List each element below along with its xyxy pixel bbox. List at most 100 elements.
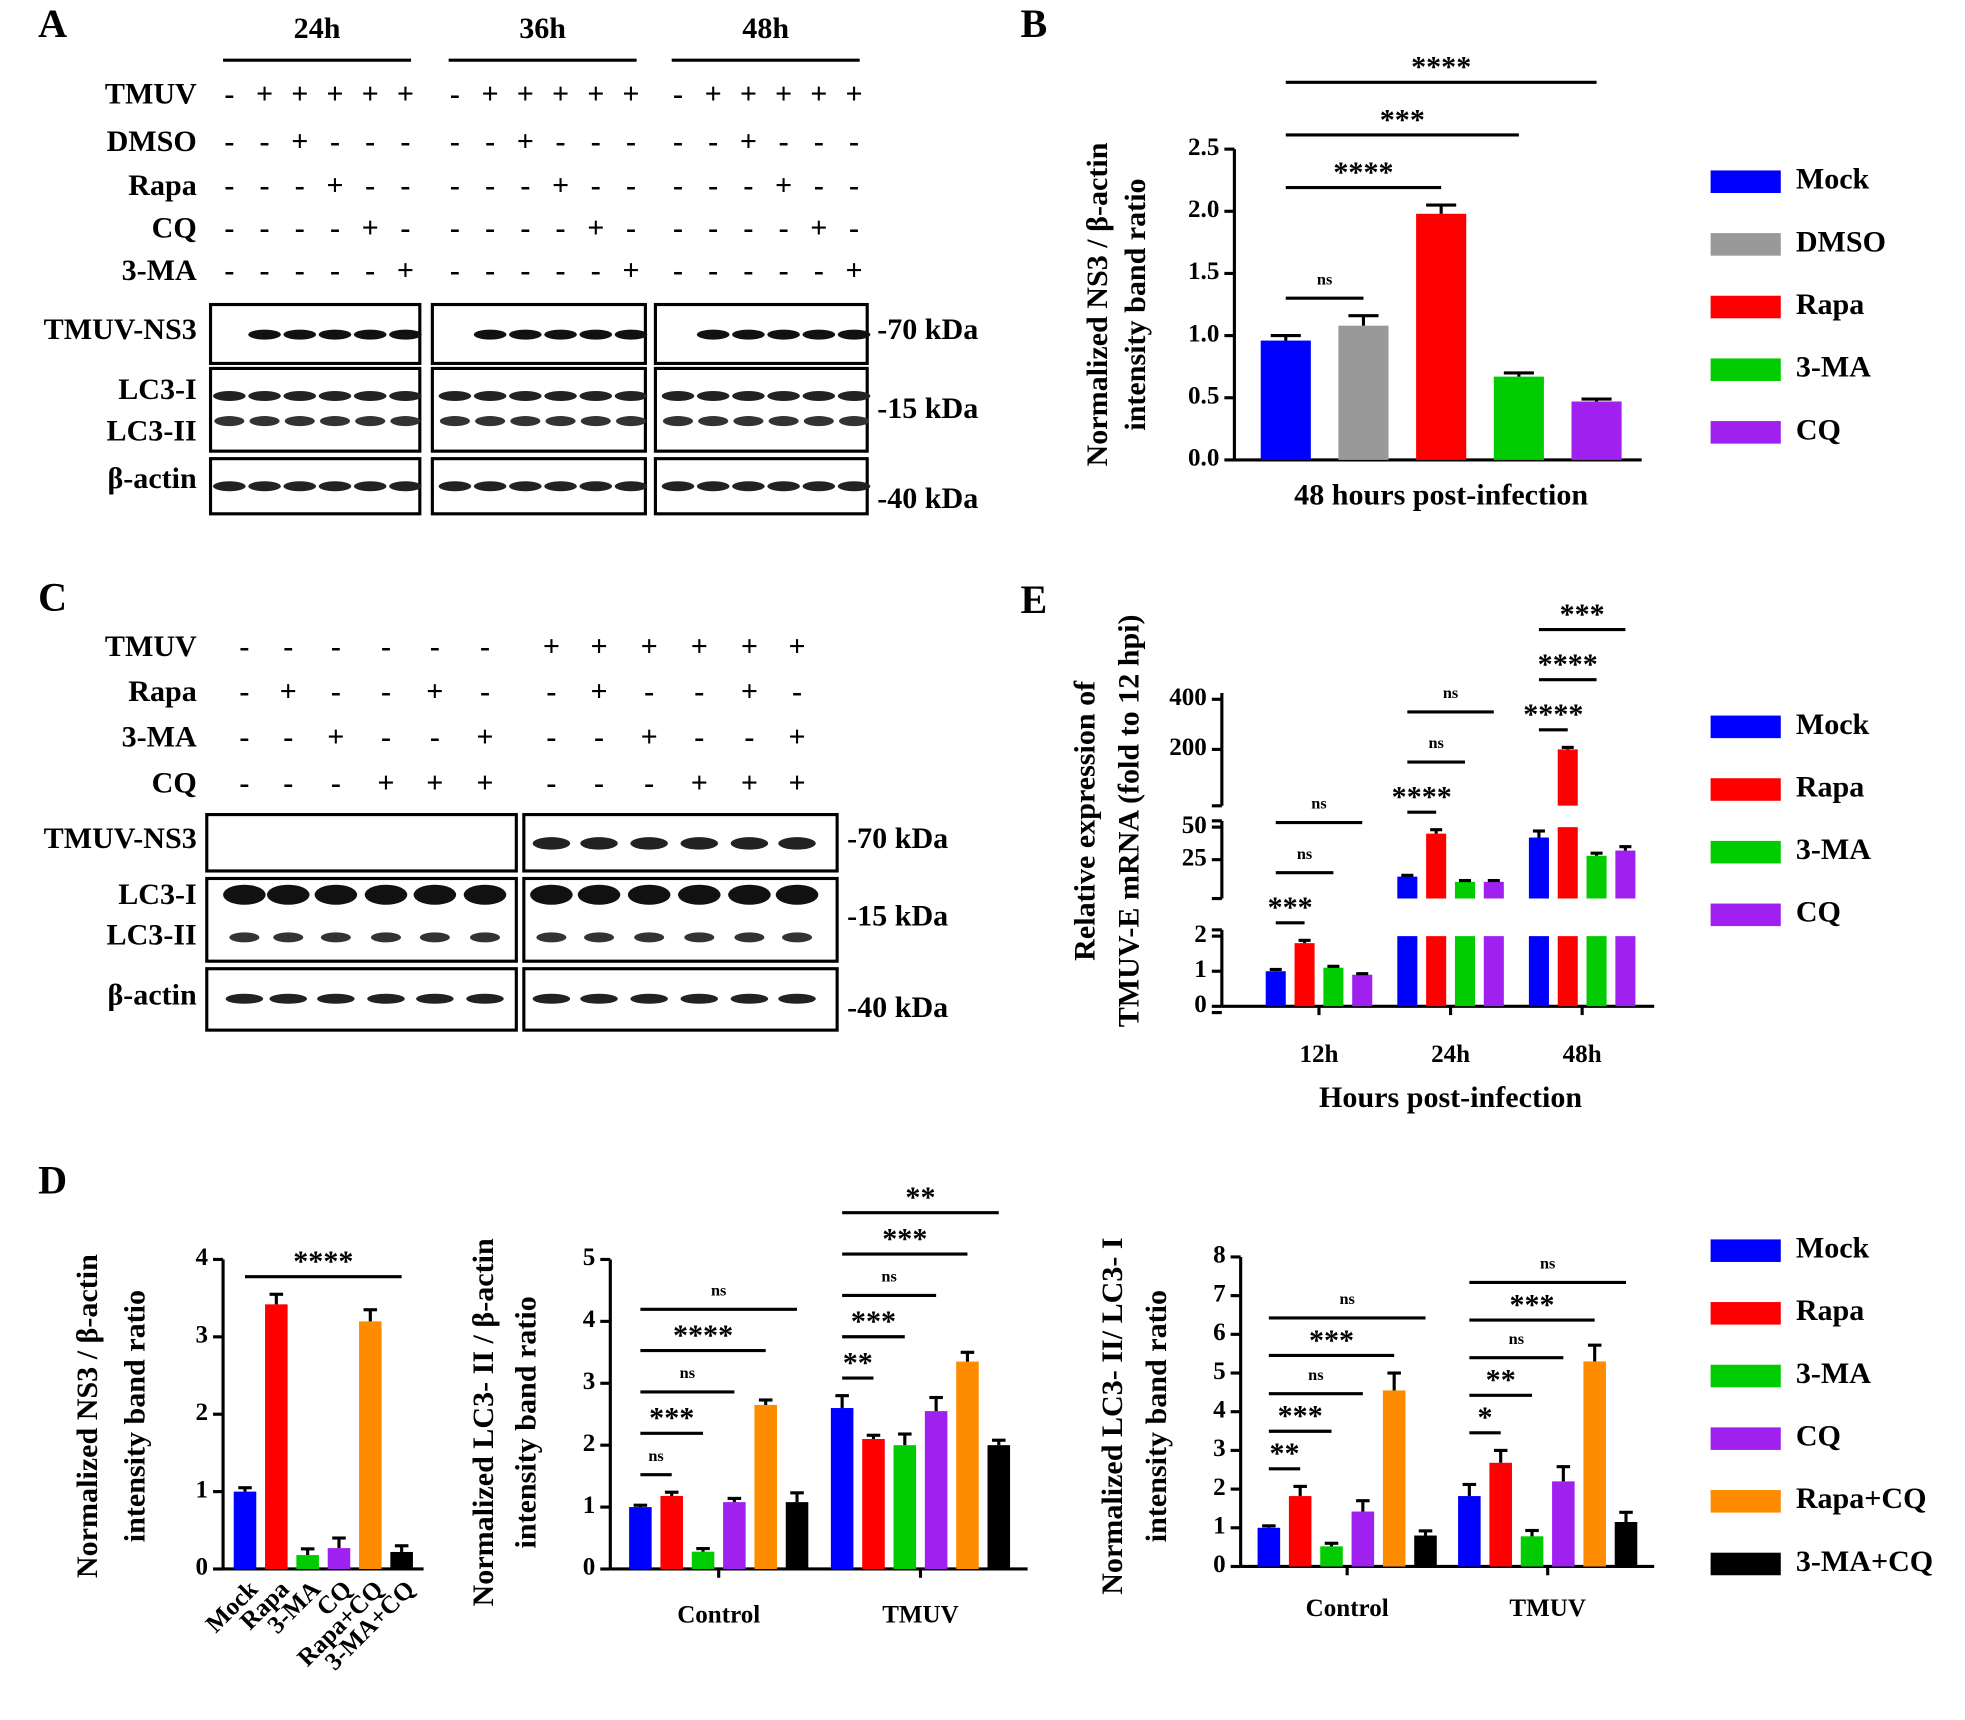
sign: - xyxy=(400,124,410,158)
legend-label: 3-MA xyxy=(1796,350,1871,384)
significance-label: ns xyxy=(680,1363,695,1382)
bar xyxy=(691,1551,715,1569)
y-tick-label: 0 xyxy=(1213,1551,1226,1578)
bar xyxy=(1552,1481,1575,1567)
sign: + xyxy=(552,168,569,202)
sign: - xyxy=(708,210,718,244)
band xyxy=(317,993,355,1004)
band xyxy=(438,390,472,402)
timepoint-label: 48h xyxy=(742,11,789,45)
legend-swatch xyxy=(1710,1427,1781,1450)
sign: - xyxy=(849,124,859,158)
sign: + xyxy=(397,253,414,287)
legend-swatch xyxy=(1710,1490,1781,1513)
y-axis-label: intensity band ratio xyxy=(1118,178,1152,430)
band xyxy=(248,481,281,492)
sign: - xyxy=(381,629,391,663)
sign: + xyxy=(426,674,443,708)
band xyxy=(627,884,671,905)
legend-swatch xyxy=(1710,1552,1781,1576)
band xyxy=(698,416,729,427)
sign: - xyxy=(330,124,340,158)
band xyxy=(536,932,567,943)
sign: - xyxy=(295,210,305,244)
band xyxy=(439,416,470,427)
legend-label: CQ xyxy=(1796,412,1841,446)
sign: - xyxy=(708,253,718,287)
band xyxy=(634,932,665,943)
significance-label: **** xyxy=(1392,780,1452,814)
sign: + xyxy=(517,124,534,158)
band-label: LC3-I xyxy=(118,877,197,911)
sign: - xyxy=(814,124,824,158)
size-label: -40 kDa xyxy=(877,481,978,515)
y-tick-label: 8 xyxy=(1213,1242,1226,1269)
sign: - xyxy=(283,629,293,663)
band xyxy=(615,416,647,427)
band xyxy=(473,329,507,340)
legend-label: Rapa xyxy=(1796,769,1865,803)
band xyxy=(577,884,621,905)
significance-label: ns xyxy=(1443,683,1458,702)
band xyxy=(734,932,765,943)
band xyxy=(283,390,317,402)
y-axis-label: intensity band ratio xyxy=(509,1296,543,1548)
y-tick-label: 2 xyxy=(583,1430,596,1457)
band xyxy=(662,416,694,427)
sign: - xyxy=(450,124,460,158)
sign: + xyxy=(622,253,639,287)
band xyxy=(684,932,715,943)
band xyxy=(732,390,765,402)
legend-label: Mock xyxy=(1796,1231,1870,1265)
bar xyxy=(390,1551,413,1569)
sign: - xyxy=(626,210,636,244)
legend-label: 3-MA xyxy=(1796,832,1871,866)
significance-label: *** xyxy=(882,1221,927,1255)
sign: - xyxy=(591,253,601,287)
sign: + xyxy=(552,76,569,110)
band-label: β-actin xyxy=(107,977,197,1011)
sign: - xyxy=(331,629,341,663)
bar xyxy=(1614,1521,1638,1567)
treatment-label: 3-MA xyxy=(122,719,197,753)
sign: - xyxy=(673,168,683,202)
significance-label: ** xyxy=(1269,1436,1299,1470)
significance-label: ns xyxy=(1297,844,1312,863)
band xyxy=(314,884,358,905)
y-axis-label: Relative expression of xyxy=(1068,680,1102,961)
timepoint-label: 24h xyxy=(294,11,341,45)
band xyxy=(532,993,571,1004)
band xyxy=(837,481,871,492)
sign: + xyxy=(377,766,394,800)
band xyxy=(319,416,351,427)
y-axis-label: Normalized LC3- II/ LC3- I xyxy=(1095,1237,1129,1594)
band xyxy=(273,932,304,943)
band-label: LC3-II xyxy=(107,917,197,951)
bar xyxy=(1426,833,1447,899)
band-label: TMUV-NS3 xyxy=(44,821,197,855)
sign: - xyxy=(400,210,410,244)
bar xyxy=(924,1411,948,1569)
band xyxy=(320,932,351,943)
sign: - xyxy=(814,168,824,202)
y-tick-label: 0 xyxy=(195,1554,208,1581)
bar xyxy=(1454,881,1476,899)
sign: - xyxy=(626,168,636,202)
legend-swatch xyxy=(1710,233,1781,256)
sign: - xyxy=(224,168,234,202)
bar xyxy=(1352,974,1373,1007)
bar xyxy=(956,1361,979,1569)
x-tick-label: Control xyxy=(677,1601,760,1628)
band xyxy=(732,481,765,492)
sign: + xyxy=(362,210,379,244)
y-tick-label: 3 xyxy=(195,1322,208,1349)
band xyxy=(732,329,765,340)
x-tick-label: 24h xyxy=(1431,1041,1470,1068)
band xyxy=(223,884,266,905)
band xyxy=(767,481,800,492)
bar xyxy=(359,1321,382,1569)
bar xyxy=(1557,749,1578,806)
y-tick-label: 25 xyxy=(1182,844,1207,871)
band xyxy=(580,416,611,427)
band xyxy=(614,329,648,340)
